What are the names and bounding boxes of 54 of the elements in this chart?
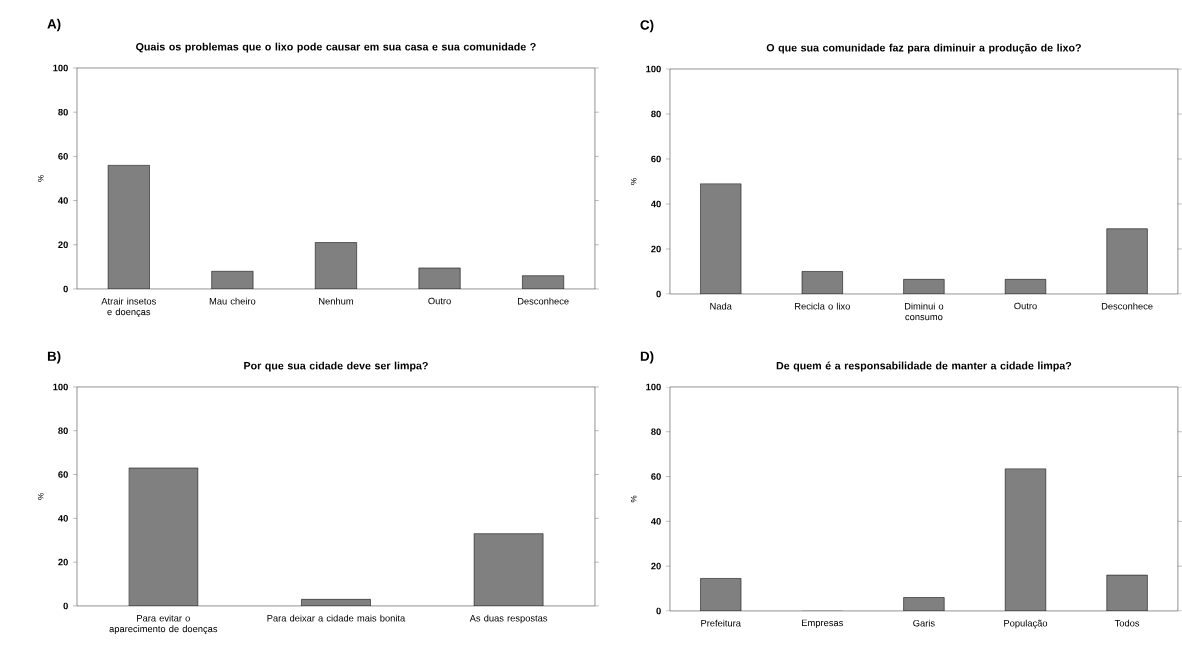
y-tick-label: 20	[58, 558, 68, 566]
text: C)	[640, 19, 654, 33]
text: B)	[47, 351, 61, 364]
x-tick-label: Atrair insetos e doenças	[101, 297, 156, 318]
x-tick-label: As duas respostas	[469, 614, 548, 624]
y-tick-label: 40	[58, 515, 68, 522]
y-tick-label: 100	[646, 65, 661, 73]
y-tick-label: 60	[651, 473, 661, 480]
y-tick-label: 20	[651, 562, 661, 570]
y-tick-label: 60	[651, 155, 661, 163]
y-tick-label: 20	[58, 241, 68, 249]
y-tick-label: 40	[650, 200, 661, 208]
x-tick-label: Desconhece	[1101, 302, 1153, 310]
x-tick-label: Mau cheiro	[209, 297, 256, 305]
y-axis-title: %	[37, 175, 44, 182]
y-tick-label: 100	[53, 64, 68, 72]
y-tick-label: 100	[646, 383, 661, 391]
x-tick-label: População	[1004, 619, 1048, 629]
y-tick-label: 0	[63, 285, 68, 293]
y-tick-label: 40	[58, 197, 68, 204]
x-tick-label: Recicla o lixo	[795, 302, 850, 310]
x-tick-label: Outro	[428, 297, 451, 305]
x-tick-label: Para deixar a cidade mais bonita	[267, 614, 406, 622]
chart-title: Quais os problemas que o lixo pode causar em sua casa e sua comunidade ?	[136, 42, 536, 53]
y-axis-title: %	[630, 495, 637, 503]
x-tick-label: Para evitar o aparecimento de doenças	[109, 614, 218, 635]
text: D)	[640, 351, 654, 364]
y-tick-label: 0	[656, 607, 661, 615]
y-axis-title: %	[37, 493, 44, 500]
chart-title: O que sua comunidade faz para diminuir a produção de lixo?	[766, 43, 1081, 54]
x-tick-label: Diminui o consumo	[904, 302, 944, 321]
y-tick-label: 80	[651, 110, 661, 118]
text: A)	[47, 18, 61, 32]
x-tick-label: Todos	[1114, 619, 1140, 627]
x-tick-label: Desconhece	[517, 297, 569, 305]
y-tick-label: 60	[58, 471, 68, 478]
y-tick-label: 60	[58, 153, 68, 160]
chart-title: Por que sua cidade deve ser limpa?	[244, 361, 428, 372]
x-tick-label: Garis	[913, 619, 935, 627]
y-tick-label: 0	[656, 290, 661, 298]
y-tick-label: 0	[63, 602, 68, 610]
y-axis-title: %	[630, 178, 637, 185]
y-tick-label: 100	[53, 383, 68, 391]
x-tick-label: Nada	[710, 302, 732, 310]
x-tick-label: Prefeitura	[701, 619, 741, 627]
chart-title: De quem é a responsabilidade de manter a cidade limpa?	[776, 361, 1072, 372]
y-tick-label: 80	[651, 428, 661, 436]
y-tick-label: 40	[650, 518, 661, 525]
x-tick-label: Nenhum	[319, 297, 353, 305]
x-tick-label: Outro	[1014, 302, 1037, 310]
x-tick-label: Empresas	[802, 619, 843, 629]
y-tick-label: 20	[651, 245, 661, 253]
y-tick-label: 80	[58, 427, 68, 435]
y-tick-label: 80	[58, 108, 68, 116]
